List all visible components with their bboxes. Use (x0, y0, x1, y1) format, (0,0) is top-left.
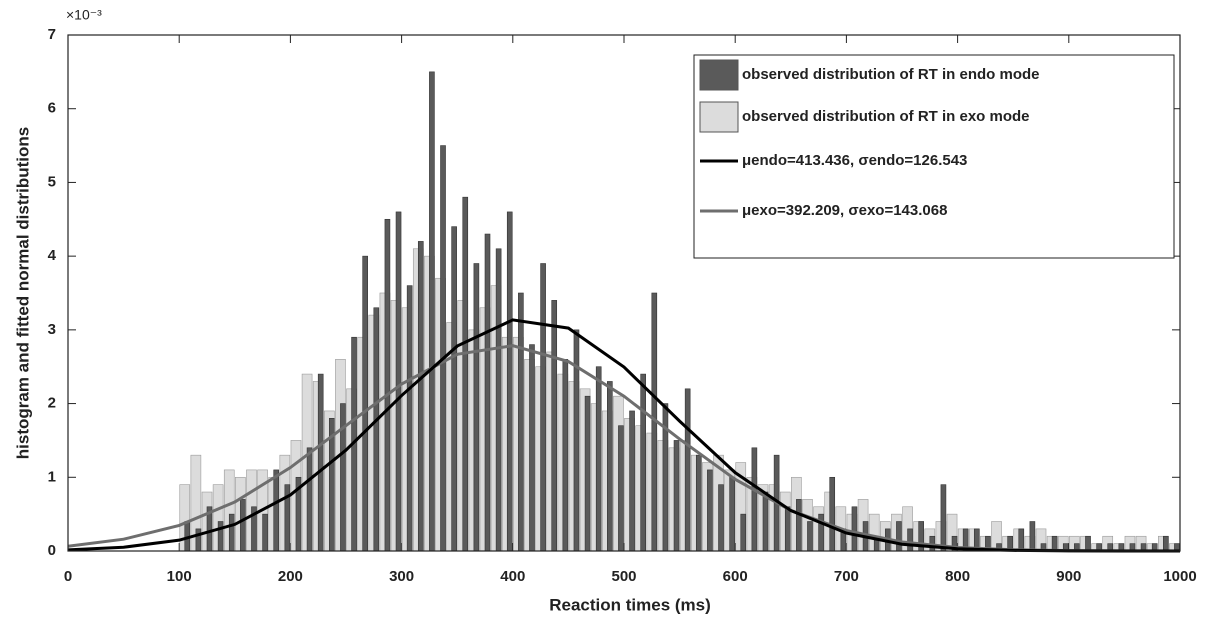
histogram-bar (684, 388, 691, 552)
histogram-bar (195, 528, 202, 552)
histogram-bar (751, 447, 758, 552)
histogram-bar (1029, 521, 1036, 552)
histogram-bar (451, 226, 457, 552)
legend-box (693, 54, 1175, 259)
legend-label: observed distribution of RT in endo mode (742, 66, 1040, 83)
x-tick-label: 300 (389, 568, 414, 585)
y-axis-label: histogram and fitted normal distribution… (13, 127, 32, 459)
histogram-bar (518, 292, 524, 552)
x-tick-label: 1000 (1163, 568, 1196, 585)
y-tick-label: 4 (48, 247, 57, 264)
plot-frame (67, 34, 1181, 552)
histogram-bar (495, 248, 502, 552)
histogram-bar (673, 440, 680, 552)
x-tick-label: 700 (834, 568, 859, 585)
y-tick-label: 6 (48, 100, 56, 117)
histogram-bar (940, 484, 947, 552)
histogram-bar (707, 469, 713, 552)
x-axis-label: Reaction times (ms) (549, 595, 711, 614)
x-tick-label: 500 (611, 568, 636, 585)
x-tick-label: 800 (945, 568, 970, 585)
histogram-bar (584, 395, 591, 552)
histogram-bar (440, 145, 446, 552)
histogram-bar (618, 425, 624, 552)
histogram-bar (607, 381, 613, 552)
legend-swatch (699, 59, 739, 91)
histogram-bar (1051, 535, 1058, 552)
y-tick-label: 5 (48, 173, 56, 190)
histogram-bar (796, 499, 802, 552)
histogram-bar (473, 263, 480, 552)
histogram-bar (573, 329, 580, 552)
histogram-bar (484, 233, 491, 552)
histogram-bar (462, 196, 469, 552)
x-tick-label: 0 (64, 568, 72, 585)
histogram-bar (729, 476, 735, 552)
histogram-bar (506, 211, 513, 552)
histogram-bar (417, 241, 424, 552)
y-tick-label: 2 (48, 395, 56, 412)
y-tick-label: 1 (48, 468, 56, 485)
histogram-bar (429, 71, 435, 552)
histogram-bar (1163, 535, 1169, 552)
y-tick-label: 0 (48, 542, 56, 559)
y-multiplier: ×10⁻³ (66, 7, 102, 23)
x-tick-label: 100 (167, 568, 192, 585)
histogram-bar (551, 300, 558, 552)
histogram-bar (1085, 535, 1091, 552)
histogram-bar (784, 506, 791, 552)
histogram-bar (228, 513, 235, 552)
histogram-bar (807, 521, 813, 552)
histogram-bar (740, 513, 747, 552)
histogram-bar (540, 263, 546, 552)
histogram-bar (317, 373, 324, 552)
histogram-bar (595, 366, 602, 552)
x-tick-label: 400 (500, 568, 525, 585)
y-tick-label: 7 (48, 26, 56, 43)
histogram-bar (762, 491, 769, 552)
histogram-bar (907, 528, 913, 552)
histogram-bar (829, 476, 836, 552)
histogram-bar (1018, 528, 1025, 552)
x-tick-label: 600 (723, 568, 748, 585)
x-tick-label: 900 (1056, 568, 1081, 585)
histogram-bar (718, 484, 724, 552)
histogram-bar (273, 469, 280, 552)
histogram-bar (640, 373, 646, 552)
histogram-bar (373, 307, 380, 552)
histogram-bar (695, 454, 702, 552)
histogram-bar (240, 499, 246, 552)
legend-swatch (699, 101, 739, 133)
histogram-bar (384, 218, 391, 552)
histogram-bar (306, 447, 313, 552)
histogram-bar (629, 410, 635, 552)
histogram-bar (562, 359, 569, 552)
legend-label: observed distribution of RT in exo mode (742, 108, 1030, 125)
histogram-bar (217, 521, 224, 552)
legend-label: μexo=392.209, σexo=143.068 (742, 202, 947, 219)
histogram-bar (395, 211, 402, 552)
histogram-bar (529, 344, 535, 552)
histogram-bar (406, 285, 413, 552)
histogram-bar (851, 506, 858, 552)
y-tick-label: 3 (48, 321, 56, 338)
histogram-bar (262, 513, 268, 552)
legend-label: μendo=413.436, σendo=126.543 (742, 152, 967, 169)
histogram-bar (896, 521, 902, 552)
histogram-bar (362, 255, 368, 552)
x-tick-label: 200 (278, 568, 303, 585)
fitted-curve (67, 318, 1181, 553)
